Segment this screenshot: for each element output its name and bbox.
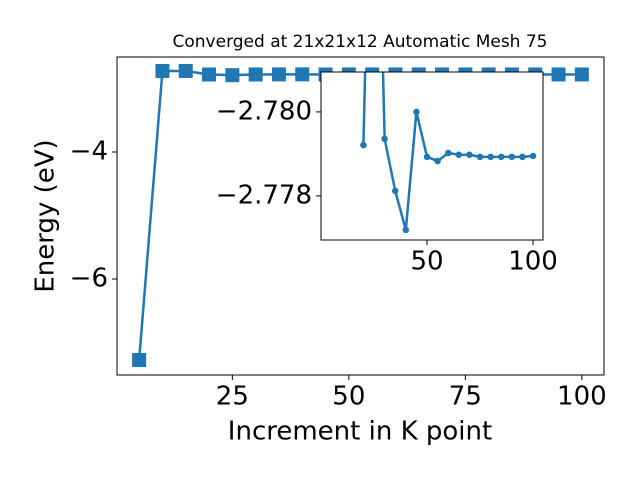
- axes-frame: [116, 56, 605, 376]
- data-point: [455, 151, 463, 158]
- data-point: [476, 153, 484, 161]
- data-point: [381, 135, 388, 143]
- data-point: [487, 153, 494, 161]
- data-point: [178, 63, 193, 78]
- data-point: [132, 353, 147, 368]
- data-point: [423, 153, 431, 161]
- y-axis-label: Energy (eV): [31, 139, 61, 292]
- data-point: [519, 153, 526, 161]
- data-point: [202, 67, 217, 82]
- chart-title: Converged at 21x21x12 Automatic Mesh 75: [173, 32, 548, 52]
- axes-frame: [320, 71, 544, 241]
- data-point: [466, 151, 473, 158]
- y-tick-label: −6: [70, 263, 108, 293]
- data-point: [248, 67, 263, 82]
- data-point: [497, 153, 505, 161]
- data-point: [360, 141, 367, 149]
- x-tick-label: 50: [332, 382, 365, 412]
- data-point: [508, 153, 516, 161]
- data-point: [529, 152, 537, 160]
- x-tick-label: 75: [449, 382, 482, 412]
- data-point: [295, 67, 310, 82]
- y-tick-label: −4: [70, 136, 108, 166]
- data-point: [444, 149, 452, 157]
- plot-content: [360, 72, 537, 234]
- y-tick-label: −2.780: [216, 96, 312, 126]
- data-point: [413, 108, 420, 116]
- x-tick-label: 100: [557, 382, 607, 412]
- x-axis-label: Increment in K point: [228, 417, 492, 447]
- data-point: [271, 67, 286, 82]
- y-tick-label: −2.778: [216, 180, 312, 210]
- x-tick-label: 100: [508, 247, 558, 277]
- x-tick-label: 50: [410, 247, 443, 277]
- data-point: [402, 226, 410, 234]
- data-point: [434, 157, 441, 165]
- data-point: [225, 68, 240, 83]
- data-point: [155, 63, 170, 78]
- data-point: [391, 187, 399, 195]
- data-point: [551, 67, 566, 82]
- x-tick-label: 25: [216, 382, 249, 412]
- data-point: [574, 67, 589, 82]
